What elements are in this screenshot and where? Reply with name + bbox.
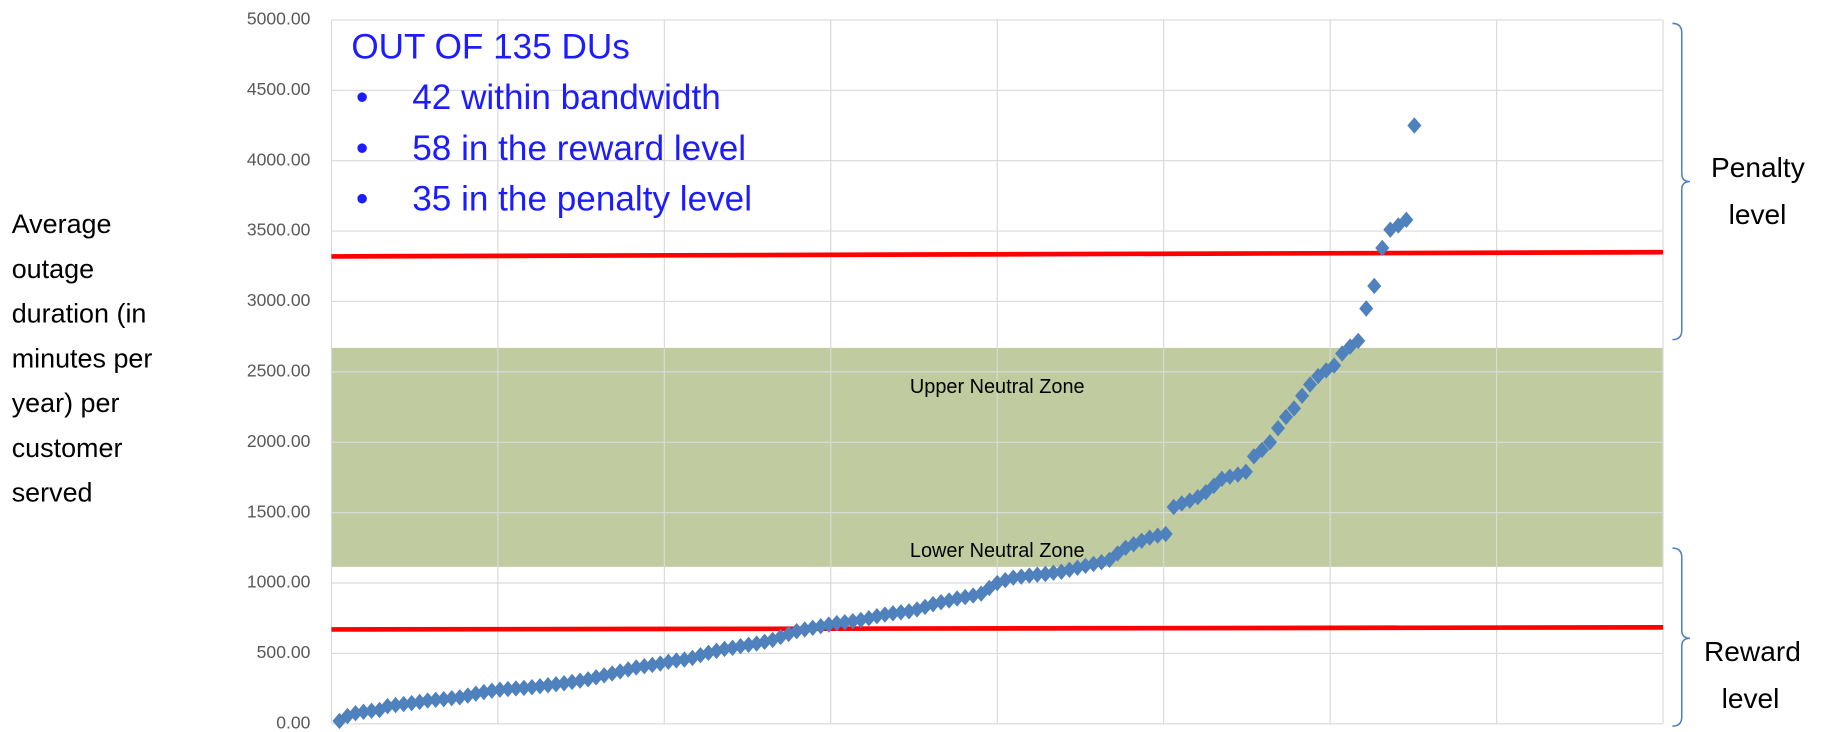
data-point [1238,463,1253,481]
zone-label: Upper Neutral Zone [910,376,1085,398]
y-axis-label: customer [12,433,123,463]
annotation-item: 42 within bandwidth [412,78,721,117]
data-point [444,689,459,707]
penalty-label: Penalty [1711,152,1805,183]
data-point [1046,564,1061,581]
y-tick-label: 2500.00 [247,360,311,380]
data-point [942,592,957,609]
threshold-line [331,625,1664,632]
y-tick-label: 4000.00 [247,149,311,169]
data-point [1367,277,1382,295]
data-point [500,680,515,698]
y-tick-label: 0.00 [276,712,310,732]
y-tick-label: 1500.00 [247,501,311,521]
y-tick-label: 3500.00 [247,220,311,240]
data-point [1254,441,1269,459]
data-point [436,690,451,708]
data-point [893,604,909,621]
penalty-label: level [1729,199,1787,230]
data-point [1190,488,1205,506]
data-point [1359,300,1374,317]
annotation-item: 58 in the reward level [412,129,746,168]
y-axis-label: duration (in [12,299,147,329]
data-point [1270,419,1286,437]
data-point [420,692,435,709]
y-axis-label: minutes per [12,343,153,373]
y-tick-label: 500.00 [257,642,311,662]
zone-label: Lower Neutral Zone [910,540,1085,562]
y-tick-label: 2000.00 [247,431,311,451]
data-point [1351,332,1366,350]
y-axis-label: served [12,478,93,508]
data-point [508,680,523,697]
data-point [524,678,540,696]
data-point [380,697,395,715]
data-point [1407,117,1422,134]
reward-label: level [1722,683,1780,714]
y-axis-label: outage [12,254,94,284]
data-point [934,593,949,611]
reward-bracket [1672,547,1691,727]
data-point [1335,345,1350,362]
data-point [1303,376,1318,393]
data-point [1399,211,1414,229]
annotation-heading: OUT OF 135 DUs [351,27,629,66]
y-tick-label: 1000.00 [247,572,311,592]
data-point [549,676,564,693]
annotation-bullet: • [356,129,368,168]
data-point [388,696,403,714]
data-point [1006,569,1021,586]
data-point [1287,400,1302,417]
annotation-item: 35 in the penalty level [412,180,752,219]
data-point [1022,567,1037,584]
data-point [532,678,548,695]
data-point [717,640,732,658]
data-point [516,679,531,697]
data-point [428,691,443,709]
penalty-bracket [1672,22,1691,341]
data-point [1030,566,1045,583]
y-tick-label: 3000.00 [247,290,311,310]
y-axis-label: year) per [12,388,120,418]
y-axis-label: Average [12,209,112,239]
annotation-bullet: • [356,180,368,219]
threshold-line [331,249,1664,259]
data-point [364,702,379,720]
annotation-bullet: • [356,78,368,117]
data-point [396,695,411,713]
y-tick-label: 5000.00 [247,9,311,29]
data-point [356,703,371,721]
y-tick-label: 4500.00 [247,79,311,99]
data-point [492,681,507,698]
reward-label: Reward [1704,636,1801,667]
data-point [885,605,900,622]
data-point [1262,434,1278,451]
data-point [484,682,499,699]
data-point [404,694,419,712]
